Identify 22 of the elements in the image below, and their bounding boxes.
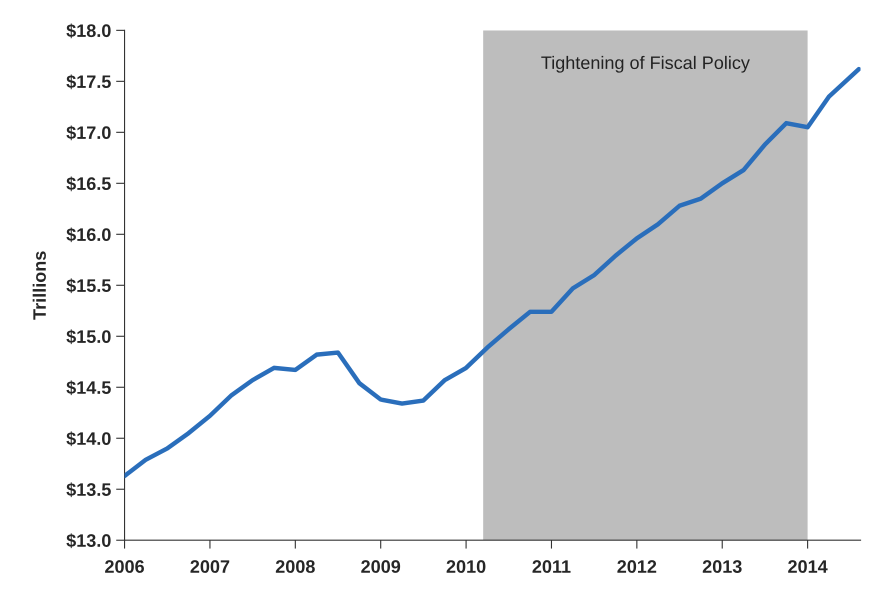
- x-tick-label: 2011: [532, 560, 571, 573]
- x-tick-label: 2014: [788, 560, 828, 573]
- y-tick-label: $14.0: [66, 431, 111, 446]
- y-tick-label: $17.0: [66, 125, 111, 140]
- x-tick-label: 2013: [702, 560, 742, 573]
- y-axis-title: Trillions: [32, 251, 46, 320]
- y-tick-label: $14.5: [66, 380, 111, 396]
- x-tick-label: 2008: [276, 560, 315, 573]
- x-tick-label: 2010: [446, 560, 486, 573]
- y-tick-label: $13.0: [66, 533, 111, 548]
- x-tick-label: 2007: [190, 560, 230, 573]
- y-tick-label: $17.5: [66, 74, 111, 90]
- x-tick-label: 2012: [617, 560, 656, 573]
- y-tick-label: $15.5: [66, 278, 111, 294]
- x-tick-label: 2009: [361, 560, 400, 573]
- y-tick-label: $15.0: [66, 329, 111, 344]
- band-label: Tightening of Fiscal Policy: [541, 56, 750, 73]
- y-tick-label: $13.5: [66, 482, 111, 498]
- x-tick-label: 2006: [105, 560, 144, 573]
- y-tick-label: $16.5: [66, 176, 111, 192]
- y-tick-label: $16.0: [66, 227, 111, 242]
- y-tick-label: $18.0: [66, 23, 111, 38]
